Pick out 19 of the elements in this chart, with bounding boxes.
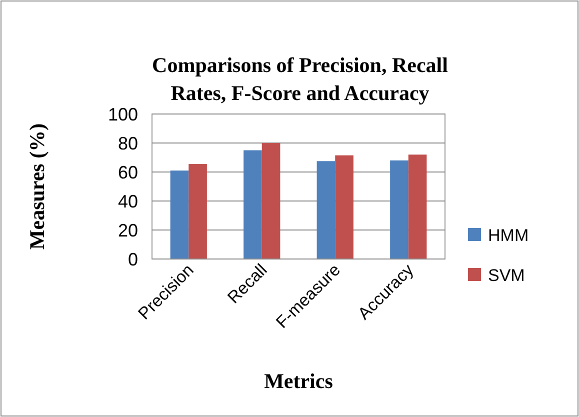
bar [335, 155, 354, 259]
y-tick-label: 80 [118, 133, 138, 154]
bar [408, 154, 427, 259]
y-tick-label: 20 [118, 220, 138, 240]
bar [390, 160, 408, 259]
y-axis-title: Measures (%) [25, 123, 49, 250]
legend-label: SVM [488, 266, 525, 285]
x-axis-title: Metrics [264, 369, 333, 393]
bar [170, 170, 189, 259]
legend-label: HMM [488, 226, 529, 245]
bar [188, 164, 207, 259]
bar [316, 161, 336, 259]
y-tick-label: 0 [128, 249, 138, 270]
chart-title: Comparisons of Precision, Recall Rates, F-Score and Accuracy [152, 53, 448, 105]
bar [262, 143, 280, 259]
bar [244, 150, 262, 259]
y-tick-label: 60 [118, 162, 138, 182]
y-tick-label: 100 [108, 104, 138, 124]
y-tick-label: 40 [118, 191, 138, 212]
